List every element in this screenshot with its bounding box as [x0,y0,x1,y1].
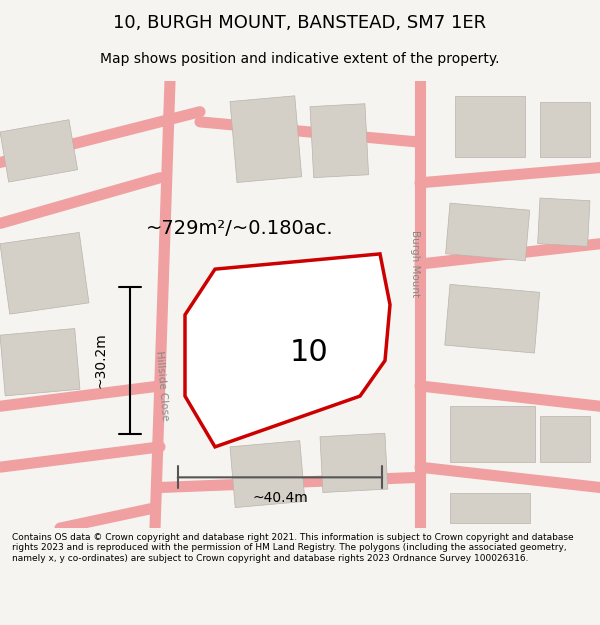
Polygon shape [0,232,89,314]
Polygon shape [230,96,302,182]
Polygon shape [450,406,535,462]
Text: Map shows position and indicative extent of the property.: Map shows position and indicative extent… [100,51,500,66]
Text: ~30.2m: ~30.2m [93,332,107,388]
Polygon shape [0,329,80,396]
Text: 10: 10 [290,338,329,367]
Text: 10, BURGH MOUNT, BANSTEAD, SM7 1ER: 10, BURGH MOUNT, BANSTEAD, SM7 1ER [113,14,487,32]
Polygon shape [445,284,539,353]
Text: ~729m²/~0.180ac.: ~729m²/~0.180ac. [146,219,334,238]
Polygon shape [538,198,590,246]
Polygon shape [185,254,390,447]
Text: Hillside Close: Hillside Close [154,351,170,421]
Polygon shape [310,104,368,178]
Polygon shape [540,101,590,158]
Text: Contains OS data © Crown copyright and database right 2021. This information is : Contains OS data © Crown copyright and d… [12,533,574,562]
Polygon shape [320,433,388,492]
Polygon shape [0,119,77,182]
Polygon shape [455,96,525,158]
Polygon shape [446,203,530,261]
Polygon shape [540,416,590,462]
Polygon shape [230,441,305,508]
Text: ~40.4m: ~40.4m [252,491,308,504]
Text: Burgh Mount: Burgh Mount [410,231,420,298]
Polygon shape [450,492,530,523]
